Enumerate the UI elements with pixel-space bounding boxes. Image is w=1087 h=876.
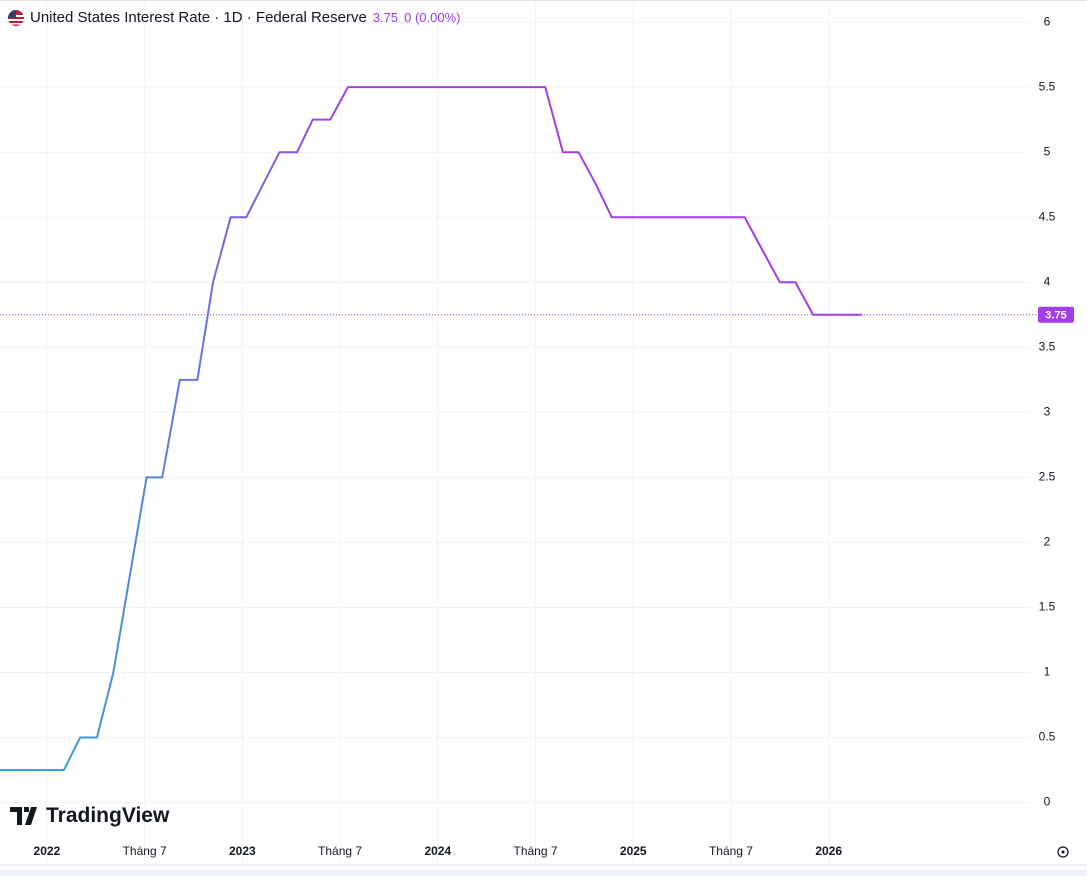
y-tick-label: 1.5 bbox=[1039, 600, 1056, 614]
title: United States Interest Rate · 1D · Feder… bbox=[30, 9, 367, 26]
x-tick-label: Tháng 7 bbox=[513, 844, 557, 858]
y-tick-label: 3.5 bbox=[1039, 339, 1056, 353]
y-tick-label: 1 bbox=[1044, 665, 1051, 679]
logo-icon bbox=[10, 807, 37, 825]
x-tick-label: 2022 bbox=[34, 844, 61, 858]
y-tick-label: 5.5 bbox=[1039, 79, 1056, 93]
last-price-box bbox=[1038, 306, 1074, 323]
change: 0 (0.00%) bbox=[404, 10, 461, 25]
x-tick-label: Tháng 7 bbox=[318, 844, 362, 858]
settings-icon[interactable] bbox=[1057, 846, 1069, 858]
x-tick-label: 2025 bbox=[620, 844, 647, 858]
y-tick-label: 2.5 bbox=[1039, 470, 1056, 484]
header: United States Interest Rate · 1D · Feder… bbox=[8, 9, 461, 26]
y-tick-label: 6 bbox=[1044, 14, 1051, 28]
y-tick-label: 0 bbox=[1044, 795, 1051, 809]
rate-line bbox=[0, 86, 862, 772]
y-tick-label: 2 bbox=[1044, 535, 1051, 549]
watermark-text: TradingView bbox=[46, 804, 170, 827]
y-tick-label: 3 bbox=[1044, 405, 1051, 419]
last-value: 3.75 bbox=[372, 10, 399, 25]
bottom-strip bbox=[0, 870, 1087, 876]
x-tick-label: 2024 bbox=[424, 844, 451, 858]
x-tick-label: Tháng 7 bbox=[709, 844, 753, 858]
flag-icon bbox=[8, 9, 24, 26]
y-tick-label: 0.5 bbox=[1039, 730, 1056, 744]
watermark: TradingView bbox=[10, 804, 169, 828]
x-tick-label: 2026 bbox=[815, 844, 842, 858]
x-tick-label: 2023 bbox=[229, 844, 256, 858]
y-tick-label: 5 bbox=[1044, 144, 1051, 158]
last-price-label: 3.75 bbox=[1045, 310, 1066, 322]
y-tick-label: 4.5 bbox=[1039, 209, 1056, 223]
x-tick-label: Tháng 7 bbox=[123, 844, 167, 858]
y-tick-label: 4 bbox=[1044, 274, 1051, 288]
